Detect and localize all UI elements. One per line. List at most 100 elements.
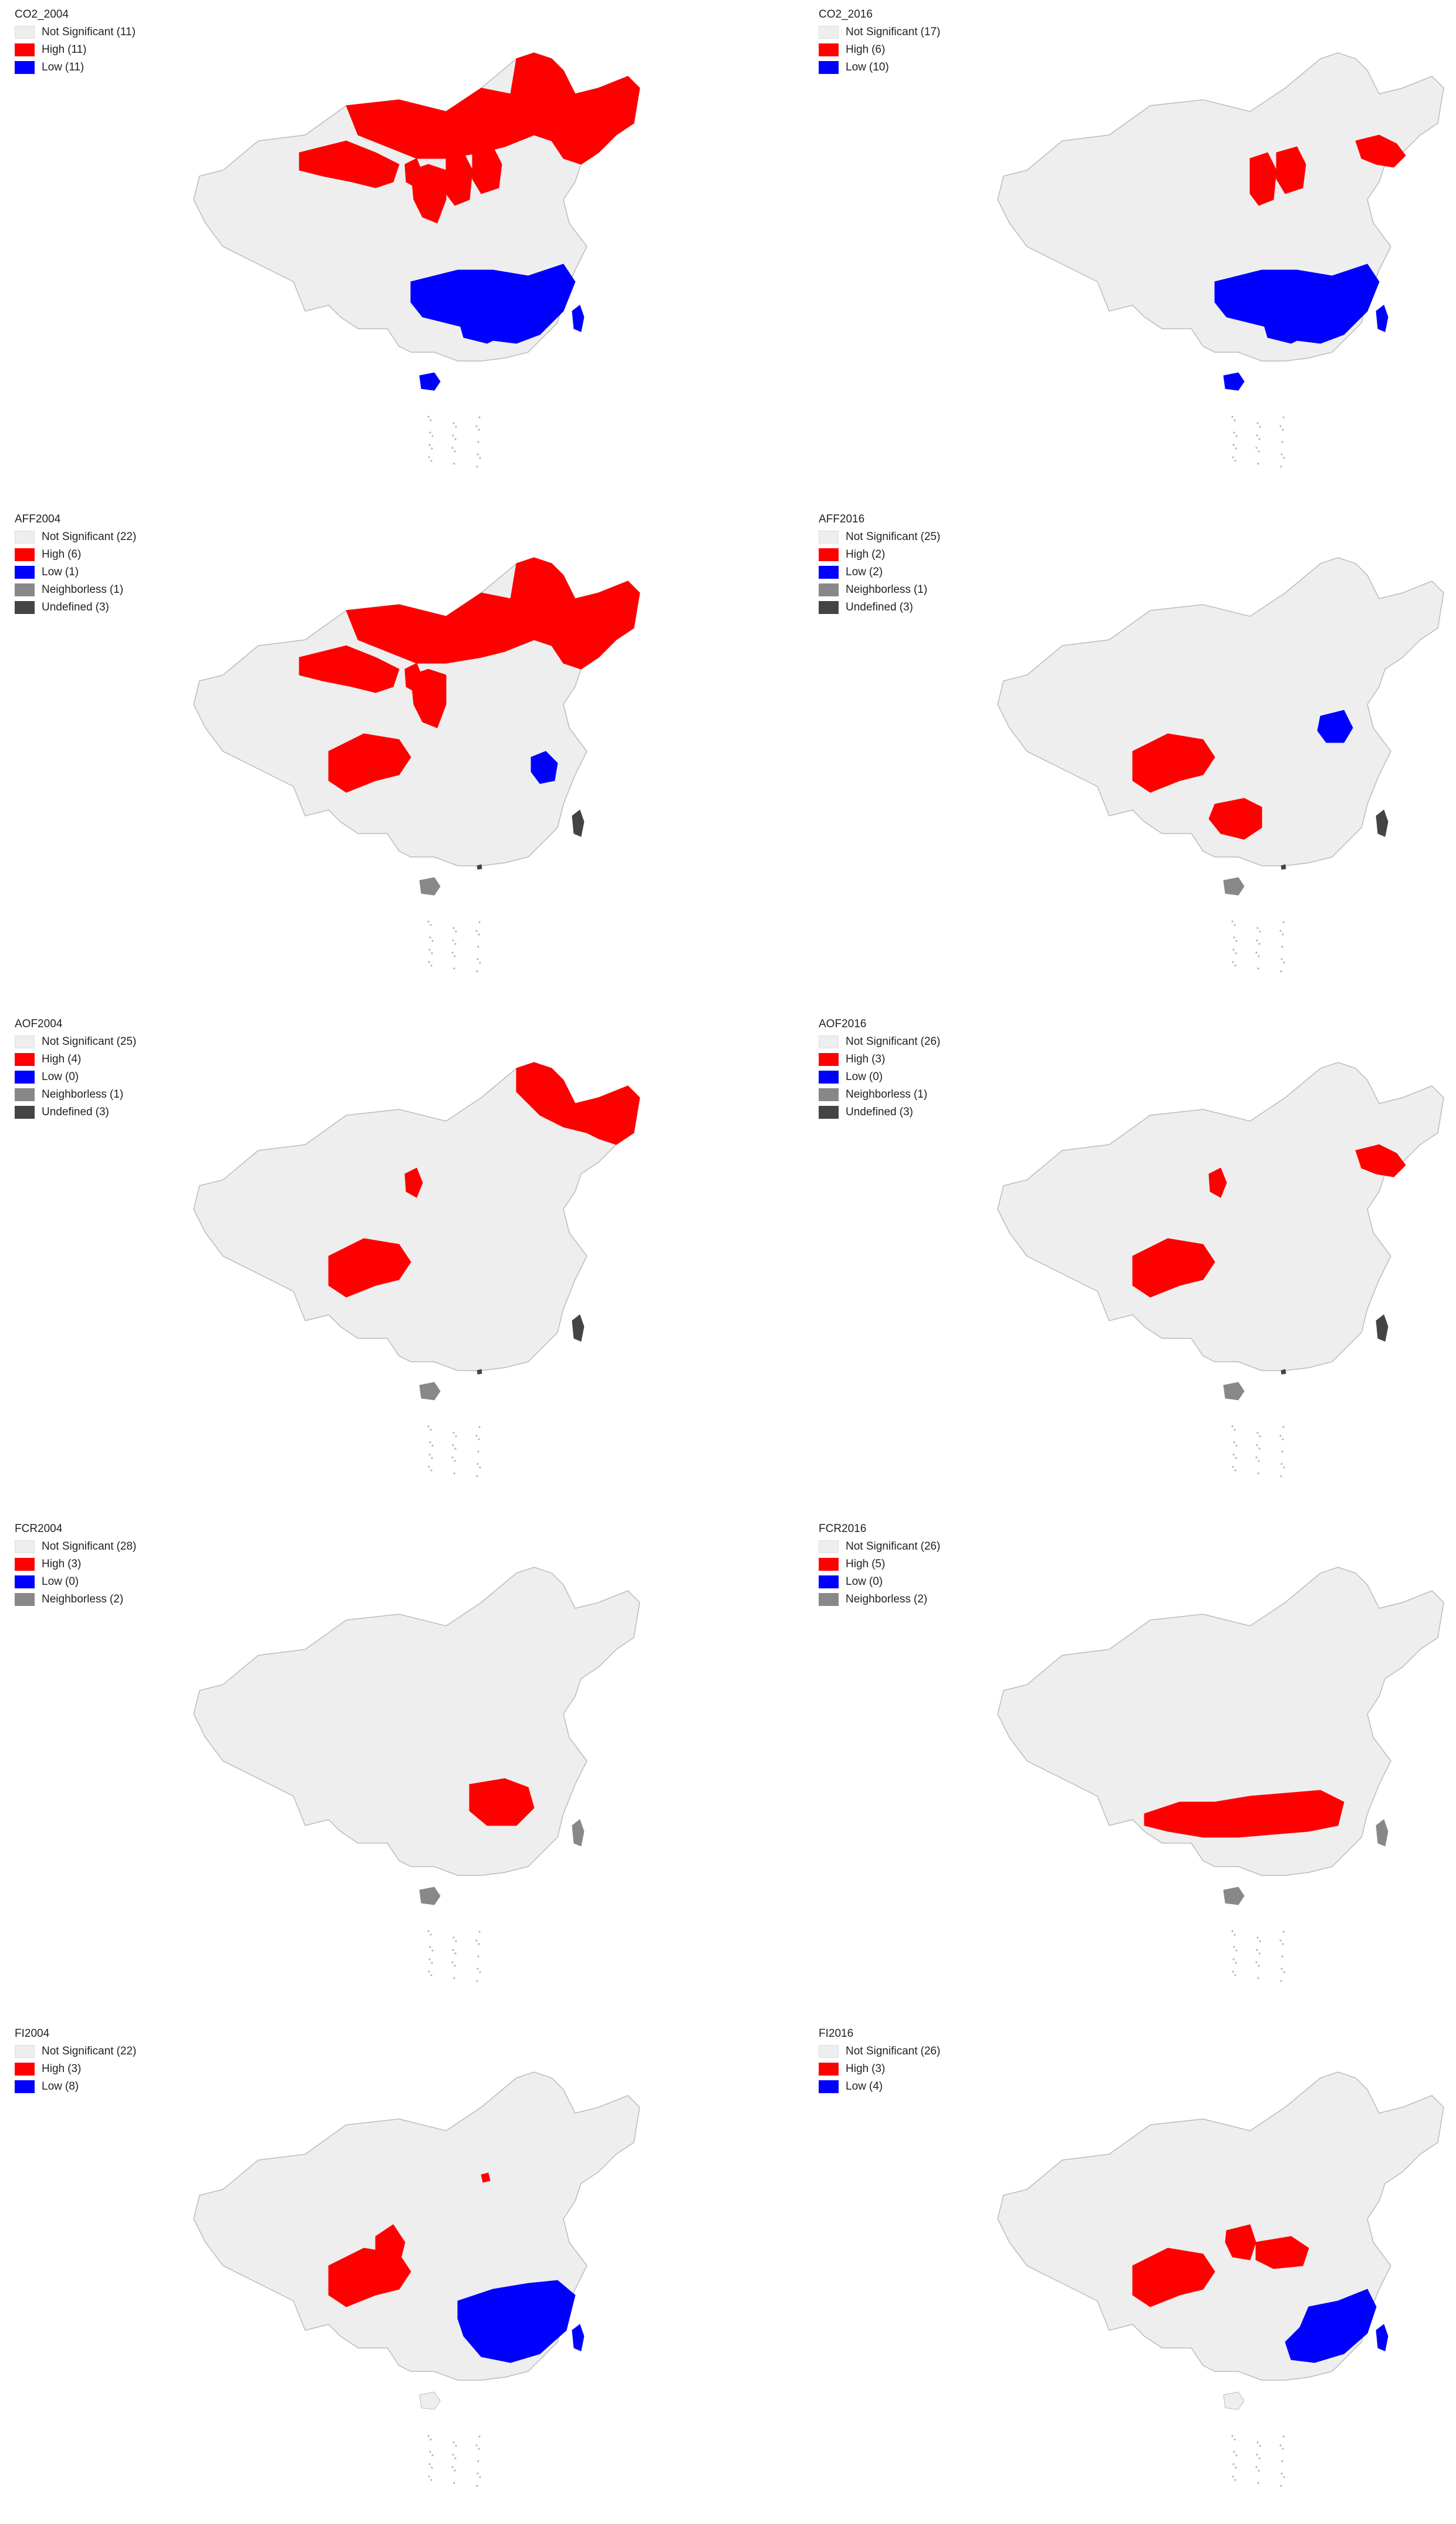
map-title: AFF2016 (819, 513, 865, 525)
island-dot (452, 422, 455, 424)
legend-swatch (819, 61, 839, 74)
map-region-shanxi (1249, 152, 1277, 206)
island-dot (1281, 1968, 1283, 1970)
island-dot (430, 2479, 433, 2481)
legend-count: 11 (67, 41, 86, 59)
island-dot (1256, 1936, 1259, 1939)
island-dot (1258, 1952, 1261, 1955)
island-dot (1234, 460, 1237, 462)
island-dot (428, 2475, 430, 2478)
map-region-hebei (1276, 146, 1306, 194)
legend-label: Not Significant (846, 26, 918, 38)
legend-label: Low (42, 2080, 62, 2093)
island-dot (1255, 951, 1258, 954)
island-dot (1232, 1958, 1235, 1961)
map-title: FI2004 (15, 2027, 50, 2040)
island-dot (1232, 1970, 1234, 1973)
island-dot (454, 943, 457, 945)
island-dot (1281, 958, 1283, 960)
legend-label: Low (846, 2080, 866, 2093)
island-dot (430, 924, 432, 926)
legend-item: Low1 (15, 563, 136, 581)
map-region-hainan (1223, 1887, 1245, 1905)
island-dot (476, 1475, 478, 1477)
island-dot (1257, 967, 1259, 970)
legend-count: 10 (869, 59, 889, 76)
legend-swatch (15, 566, 35, 579)
island-dot (455, 2445, 457, 2447)
island-dot (1282, 1931, 1285, 1933)
island-dot (1233, 1441, 1235, 1443)
island-dot (1235, 1457, 1237, 1459)
legend-swatch (15, 1540, 35, 1553)
legend-count: 2 (871, 546, 885, 563)
island-dot (1279, 930, 1282, 932)
map-region-hainan (1223, 372, 1245, 391)
legend-count: 3 (900, 599, 913, 616)
island-dot (451, 1456, 454, 1459)
island-dot (451, 2466, 454, 2468)
legend-swatch (15, 43, 35, 56)
legend-item: Undefined3 (15, 1104, 136, 1121)
island-dot (1280, 1980, 1282, 1982)
legend-label: Low (846, 566, 866, 578)
island-dot (478, 933, 480, 936)
island-dot (1231, 416, 1234, 418)
island-dot (454, 955, 456, 957)
legend-swatch (819, 1540, 839, 1553)
island-dot (431, 435, 434, 437)
island-dot (1281, 2472, 1283, 2475)
legend-item: Not Significant26 (819, 1033, 940, 1051)
island-dot (1232, 2463, 1235, 2465)
china-map (997, 52, 1444, 468)
map-region-sichuan (328, 733, 411, 793)
island-dot (1283, 961, 1285, 964)
island-dot (1256, 1432, 1259, 1434)
island-dot (477, 958, 479, 960)
legend-label: Not Significant (42, 26, 114, 38)
legend-count: 3 (67, 2060, 81, 2078)
map-region-hainan (419, 2391, 441, 2410)
map-region-sichuan (1132, 733, 1215, 793)
island-dot (451, 1961, 454, 1963)
island-dot (1282, 933, 1284, 936)
legend-label: Low (846, 61, 866, 73)
legend-item: Not Significant26 (819, 2043, 940, 2060)
map-region-nei_mongol (346, 87, 535, 159)
legend-count: 11 (65, 59, 84, 76)
map-region-shanxi (445, 152, 473, 206)
map-region-hainan (419, 372, 441, 391)
island-dot (431, 447, 433, 450)
island-dot (1282, 428, 1284, 431)
legend-count: 26 (921, 2043, 941, 2060)
island-dot (427, 1930, 430, 1932)
island-dot (1255, 447, 1258, 449)
island-dot (1281, 1463, 1283, 1465)
island-dot (431, 952, 433, 954)
legend-count: 17 (921, 23, 941, 41)
island-dot (1259, 1940, 1261, 1942)
map-region-shaanxi_s (1225, 2224, 1256, 2260)
legend-swatch (819, 566, 839, 579)
legend-label: Neighborless (846, 1088, 911, 1101)
legend-count: 8 (65, 2078, 79, 2096)
island-dot (428, 1958, 431, 1961)
map-region-hainan (1223, 877, 1245, 896)
map-region-sichuan (1132, 2248, 1215, 2307)
legend-item: Neighborless1 (15, 581, 136, 599)
legend-item: High4 (15, 1051, 136, 1068)
island-dot (427, 2435, 430, 2437)
legend-swatch (819, 26, 839, 39)
map-region-hainan (419, 1382, 441, 1401)
island-dot (1258, 955, 1260, 957)
island-dot (452, 927, 455, 929)
legend-item: High6 (15, 546, 136, 563)
legend-item: Low8 (15, 2078, 136, 2096)
legend-swatch (819, 531, 839, 544)
map-region-shaanxi (410, 669, 447, 728)
legend-item: High3 (15, 1555, 136, 1573)
island-dot (454, 1952, 457, 1955)
legend-swatch (15, 2063, 35, 2076)
